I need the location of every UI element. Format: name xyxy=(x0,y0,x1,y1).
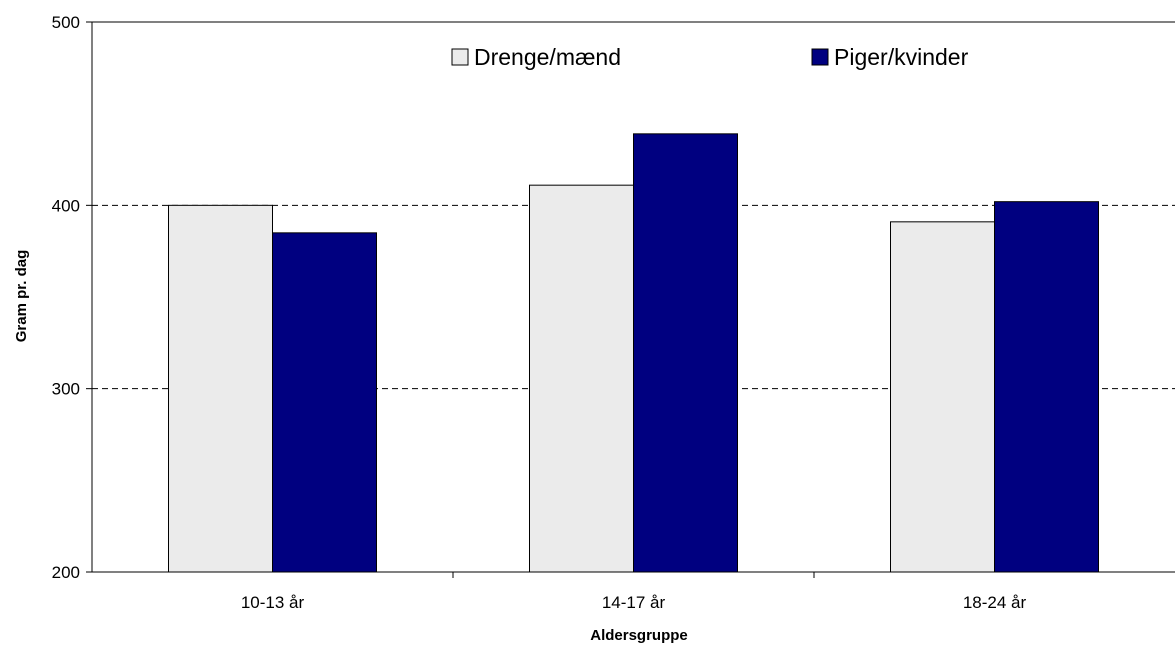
bar-piger-1 xyxy=(272,232,377,573)
axes xyxy=(86,21,1175,578)
legend-label-2: Piger/kvinder xyxy=(834,44,969,70)
y-tick-label: 300 xyxy=(52,380,80,399)
x-tick-label: 14-17 år xyxy=(602,593,666,612)
y-tick-label: 400 xyxy=(52,196,80,215)
legend-label-1: Drenge/mænd xyxy=(474,44,621,70)
y-axis-title: Gram pr. dag xyxy=(13,250,30,343)
bars xyxy=(168,133,1099,573)
legend-swatch-1 xyxy=(451,48,469,66)
x-axis-title: Aldersgruppe xyxy=(590,627,688,644)
y-tick-label: 200 xyxy=(52,563,80,582)
y-tick-label: 500 xyxy=(52,13,80,32)
bar-drenge-2 xyxy=(529,184,634,573)
legend-swatch-2 xyxy=(811,48,829,66)
x-tick-labels: 10-13 år 14-17 år 18-24 år xyxy=(241,593,1027,612)
bar-drenge-1 xyxy=(168,204,273,573)
bar-drenge-3 xyxy=(890,221,995,573)
bar-piger-3 xyxy=(994,201,1099,573)
bar-piger-2 xyxy=(633,133,738,573)
legend: Drenge/mænd Piger/kvinder xyxy=(451,44,969,70)
x-tick-label: 10-13 år xyxy=(241,593,305,612)
x-tick-label: 18-24 år xyxy=(963,593,1027,612)
y-tick-labels: 200 300 400 500 xyxy=(52,13,80,582)
